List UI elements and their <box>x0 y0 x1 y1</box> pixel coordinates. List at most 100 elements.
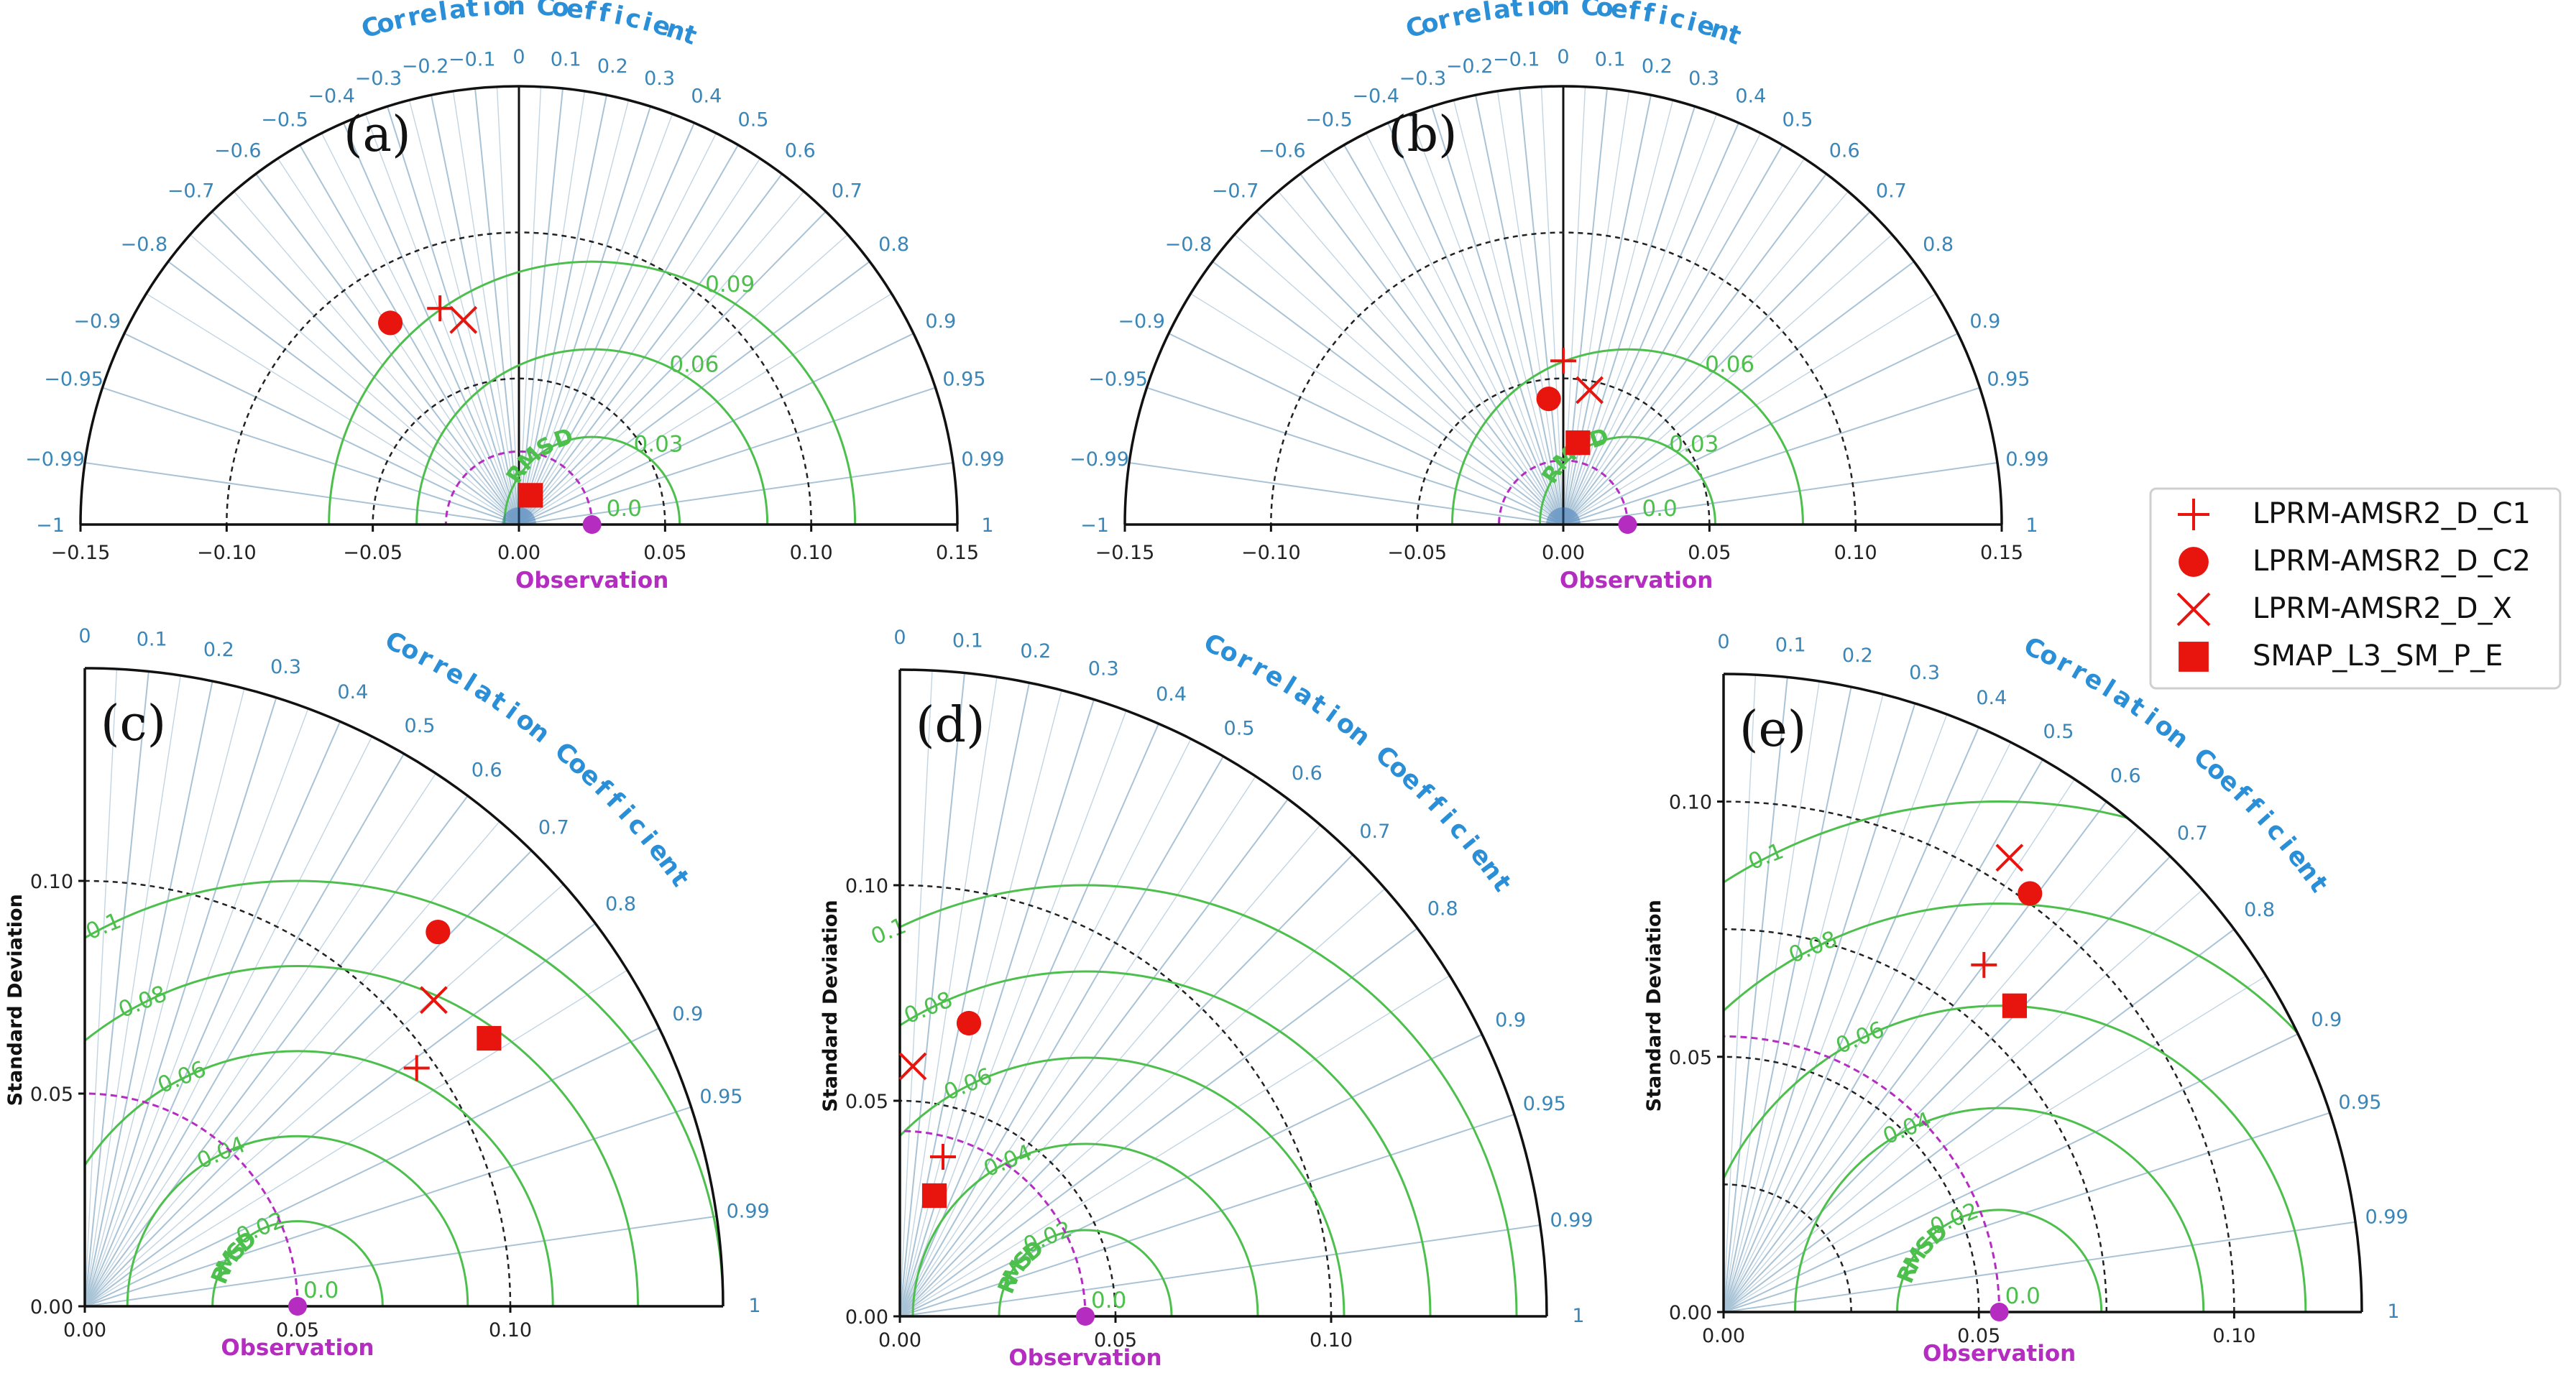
legend-square-marker <box>2179 642 2209 672</box>
rmsd-arc <box>85 1050 554 1306</box>
y-tick-label: 0.05 <box>30 1084 73 1106</box>
observation-point <box>1076 1307 1095 1326</box>
circle-marker <box>956 1010 982 1036</box>
point-LPRM-AMSR2_D_X <box>898 1052 927 1081</box>
corr-gridline <box>255 173 520 525</box>
corr-gridline <box>84 671 150 1307</box>
corr-tick-label: 1 <box>2387 1301 2399 1323</box>
outer-arc <box>1723 673 2363 1313</box>
panel-label: (b) <box>1388 106 1458 163</box>
corr-tick-label: 0 <box>512 46 525 68</box>
corr-gridline-minor <box>84 772 436 1307</box>
corr-tick-label: 0.1 <box>137 629 167 651</box>
point-LPRM-AMSR2_D_C2 <box>426 919 451 945</box>
corr-gridline <box>1563 461 1998 525</box>
point-LPRM-AMSR2_D_C1 <box>403 1055 430 1081</box>
corr-gridline-minor <box>518 100 630 525</box>
corr-gridline-minor <box>1723 694 1884 1313</box>
corr-gridline <box>518 461 954 525</box>
corr-tick-label: 0.3 <box>644 68 675 90</box>
point-LPRM-AMSR2_D_C2 <box>1536 387 1561 412</box>
corr-gridline-minor <box>1453 100 1564 525</box>
y-axis-label: Standard Deviation <box>4 894 27 1106</box>
corr-tick-label: −0.7 <box>1212 180 1259 202</box>
x-tick-label: 0.05 <box>1957 1325 2000 1347</box>
title-char: n <box>1552 0 1575 21</box>
corr-gridline-minor <box>1496 91 1564 525</box>
corr-gridline <box>84 721 341 1307</box>
corr-gridline <box>518 88 564 525</box>
corr-gridline <box>211 211 520 525</box>
title-char: n <box>507 0 530 21</box>
title-char: i <box>1526 0 1541 22</box>
corr-gridline-minor <box>1190 293 1564 525</box>
corr-gridline <box>1519 88 1564 525</box>
rmsd-label-zero: 0.0 <box>303 1278 339 1303</box>
rmsd-label: 0.1 <box>1744 838 1787 875</box>
corr-gridline <box>1128 461 1564 525</box>
corr-tick-label: −1 <box>1080 514 1109 537</box>
rmsd-arc <box>1724 800 2362 1312</box>
corr-tick-label: 0.99 <box>727 1201 770 1223</box>
corr-gridline <box>1723 928 2235 1313</box>
rmsd-arc <box>900 884 1518 1316</box>
observation-point <box>288 1297 307 1316</box>
corr-tick-label: 0.3 <box>1088 657 1119 680</box>
corr-tick-label: 1 <box>1572 1305 1584 1327</box>
corr-gridline <box>899 1033 1483 1317</box>
point-LPRM-AMSR2_D_X <box>1995 844 2024 872</box>
title-char: e <box>1462 0 1489 30</box>
corr-gridline <box>84 850 533 1307</box>
corr-tick-label: 0.3 <box>270 656 301 678</box>
corr-tick-label: 0.99 <box>961 448 1004 471</box>
rmsd-arc <box>328 260 857 525</box>
title-char: a <box>1492 0 1517 25</box>
rmsd-label: 0.03 <box>1669 432 1719 458</box>
y-tick-label: 0.00 <box>30 1296 73 1318</box>
observation-point <box>1990 1303 2009 1321</box>
corr-tick-label: −0.6 <box>214 139 262 162</box>
title-char: e <box>1609 0 1634 25</box>
corr-gridline <box>899 756 1224 1317</box>
corr-tick-label: 0.5 <box>738 108 769 131</box>
corr-gridline-minor <box>84 1107 691 1307</box>
corr-gridline-minor <box>1563 387 1980 525</box>
corr-tick-label: 0.6 <box>2110 765 2141 787</box>
corr-tick-label: 0.1 <box>1595 48 1626 70</box>
observation-std-arc <box>84 1092 299 1307</box>
corr-gridline <box>1563 173 1827 525</box>
corr-gridline-minor <box>1723 975 2267 1313</box>
title-char: t <box>465 0 484 24</box>
observation-std-arc <box>444 450 594 525</box>
y-tick-label: 0.10 <box>30 871 73 893</box>
rmsd-label: 0.1 <box>868 913 910 950</box>
rmsd-arc <box>998 1229 1173 1316</box>
corr-tick-label: −0.3 <box>1399 68 1447 90</box>
corr-tick-label: −0.6 <box>1259 139 1306 162</box>
x-tick-label: 0.05 <box>276 1319 319 1341</box>
point-LPRM-AMSR2_D_C1 <box>930 1144 956 1170</box>
corr-tick-label: 0.7 <box>538 816 569 839</box>
std-circle <box>1270 231 1857 525</box>
corr-tick-label: 0.7 <box>1359 821 1390 843</box>
corr-gridline <box>1723 686 1852 1313</box>
corr-gridline-minor <box>84 708 309 1307</box>
panel-b: 0.030.060.0−0.15 −0.10 −0.05 0.00 0.05 0.10 0.… <box>1070 0 2048 593</box>
point-SMAP_L3_SM_P_E <box>2002 993 2028 1018</box>
observation-label: Observation <box>515 568 668 593</box>
panel-label: (a) <box>344 106 411 163</box>
rmsd-arc <box>85 879 723 1306</box>
x-tick-label: 0.00 <box>1702 1325 1745 1347</box>
title-char: l <box>437 0 454 27</box>
corr-gridline-minor <box>899 888 1386 1317</box>
legend-label-1: LPRM-AMSR2_D_C1 <box>2253 497 2531 530</box>
corr-gridline-minor <box>899 1114 1515 1317</box>
corr-tick-label: 0.8 <box>1427 898 1458 920</box>
corr-gridline-minor <box>899 824 1321 1317</box>
corr-tick-label: −0.5 <box>1305 108 1353 131</box>
panel-label: (d) <box>916 697 985 754</box>
corr-gridline-minor <box>190 234 520 525</box>
point-SMAP_L3_SM_P_E <box>921 1183 947 1209</box>
corr-gridline-minor <box>1723 778 2075 1313</box>
